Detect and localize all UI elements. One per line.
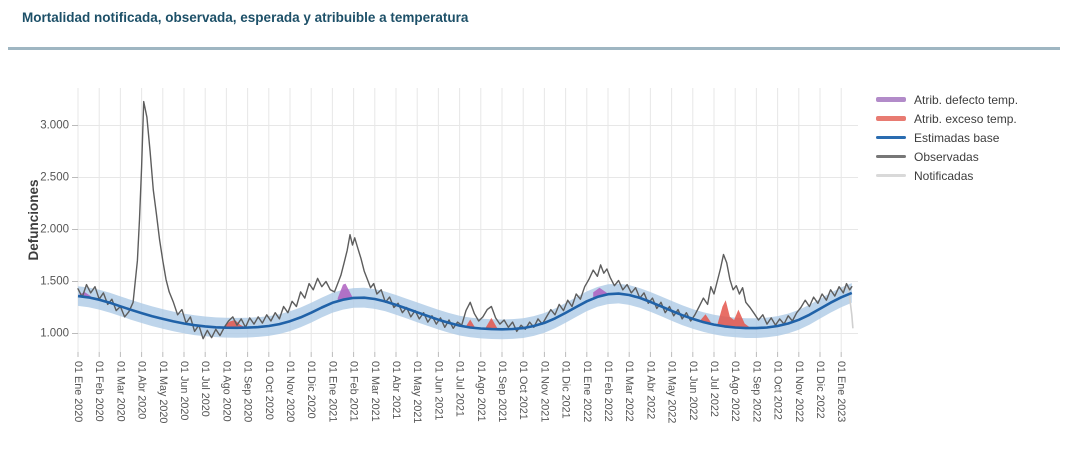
svg-text:01 Mar 2022: 01 Mar 2022 [623, 361, 635, 422]
svg-text:01 May 2022: 01 May 2022 [666, 361, 678, 423]
legend-item-atrib-defecto-temp[interactable]: Atrib. defecto temp. [876, 90, 1018, 109]
svg-text:01 Sep 2020: 01 Sep 2020 [242, 361, 254, 422]
legend-swatch [876, 136, 906, 139]
chart-canvas[interactable]: 1.000 1.500 2.000 2.500 3.000 Defunciones 01 E… [0, 56, 1068, 464]
svg-text:01 Jul 2020: 01 Jul 2020 [199, 361, 211, 417]
svg-text:01 Ene 2022: 01 Ene 2022 [581, 361, 593, 422]
svg-text:01 Feb 2022: 01 Feb 2022 [602, 361, 614, 422]
svg-text:01 Feb 2021: 01 Feb 2021 [348, 361, 360, 422]
svg-text:01 Mar 2021: 01 Mar 2021 [369, 361, 381, 422]
svg-text:01 Feb 2020: 01 Feb 2020 [93, 361, 105, 422]
svg-text:01 Jun 2020: 01 Jun 2020 [178, 361, 190, 420]
svg-text:01 Ago 2022: 01 Ago 2022 [729, 361, 741, 422]
svg-text:01 Nov 2020: 01 Nov 2020 [284, 361, 296, 422]
svg-text:01 Ene 2020: 01 Ene 2020 [72, 361, 84, 422]
svg-text:3.000: 3.000 [40, 120, 69, 132]
legend-item-notificadas[interactable]: Notificadas [876, 166, 1018, 185]
legend-swatch [876, 97, 906, 102]
legend-item-atrib-exceso-temp[interactable]: Atrib. exceso temp. [876, 109, 1018, 128]
y-axis-title: Defunciones [26, 179, 41, 260]
svg-text:01 Sep 2022: 01 Sep 2022 [750, 361, 762, 422]
svg-text:01 Nov 2022: 01 Nov 2022 [793, 361, 805, 422]
svg-text:01 Sep 2021: 01 Sep 2021 [496, 361, 508, 422]
svg-text:01 Ago 2020: 01 Ago 2020 [220, 361, 232, 422]
svg-text:01 Ene 2023: 01 Ene 2023 [835, 361, 847, 422]
legend-swatch [876, 155, 906, 158]
svg-text:01 Oct 2022: 01 Oct 2022 [772, 361, 784, 420]
svg-text:01 Dic 2022: 01 Dic 2022 [814, 361, 826, 419]
chart-legend: Atrib. defecto temp. Atrib. exceso temp. E… [876, 90, 1018, 185]
svg-text:01 Jun 2021: 01 Jun 2021 [432, 361, 444, 420]
svg-text:01 Jul 2022: 01 Jul 2022 [708, 361, 720, 417]
svg-text:01 May 2021: 01 May 2021 [411, 361, 423, 423]
svg-text:01 Jul 2021: 01 Jul 2021 [454, 361, 466, 417]
x-axis: 01 Ene 2020 01 Feb 2020 01 Mar 2020 01 Abr … [72, 352, 847, 423]
legend-item-estimadas-base[interactable]: Estimadas base [876, 128, 1018, 147]
svg-text:1.500: 1.500 [40, 276, 69, 288]
legend-label: Observadas [914, 149, 979, 164]
legend-label: Atrib. exceso temp. [914, 111, 1017, 126]
svg-text:01 Dic 2020: 01 Dic 2020 [305, 361, 317, 419]
svg-text:01 Ene 2021: 01 Ene 2021 [326, 361, 338, 422]
svg-text:01 Abr 2021: 01 Abr 2021 [390, 361, 402, 419]
svg-text:01 Abr 2020: 01 Abr 2020 [136, 361, 148, 419]
svg-text:2.000: 2.000 [40, 224, 69, 236]
svg-text:01 Abr 2022: 01 Abr 2022 [644, 361, 656, 419]
svg-text:01 Ago 2021: 01 Ago 2021 [475, 361, 487, 422]
legend-label: Atrib. defecto temp. [914, 92, 1019, 107]
grid [77, 88, 858, 352]
svg-text:01 May 2020: 01 May 2020 [157, 361, 169, 423]
svg-text:01 Nov 2021: 01 Nov 2021 [538, 361, 550, 422]
legend-swatch [876, 116, 906, 121]
svg-text:01 Dic 2021: 01 Dic 2021 [560, 361, 572, 419]
legend-item-observadas[interactable]: Observadas [876, 147, 1018, 166]
svg-text:01 Oct 2020: 01 Oct 2020 [263, 361, 275, 420]
svg-text:01 Mar 2020: 01 Mar 2020 [114, 361, 126, 422]
svg-text:01 Jun 2022: 01 Jun 2022 [687, 361, 699, 420]
page-title: Mortalidad notificada, observada, espera… [22, 10, 469, 25]
baseline-line [77, 291, 853, 331]
legend-label: Notificadas [914, 168, 974, 183]
header-divider [8, 47, 1060, 50]
legend-label: Estimadas base [914, 130, 1000, 145]
observed-line [77, 100, 853, 340]
legend-swatch [876, 174, 906, 177]
svg-text:2.500: 2.500 [40, 172, 69, 184]
y-axis: 1.000 1.500 2.000 2.500 3.000 [40, 120, 78, 340]
svg-text:1.000: 1.000 [40, 328, 69, 340]
svg-text:01 Oct 2021: 01 Oct 2021 [517, 361, 529, 420]
